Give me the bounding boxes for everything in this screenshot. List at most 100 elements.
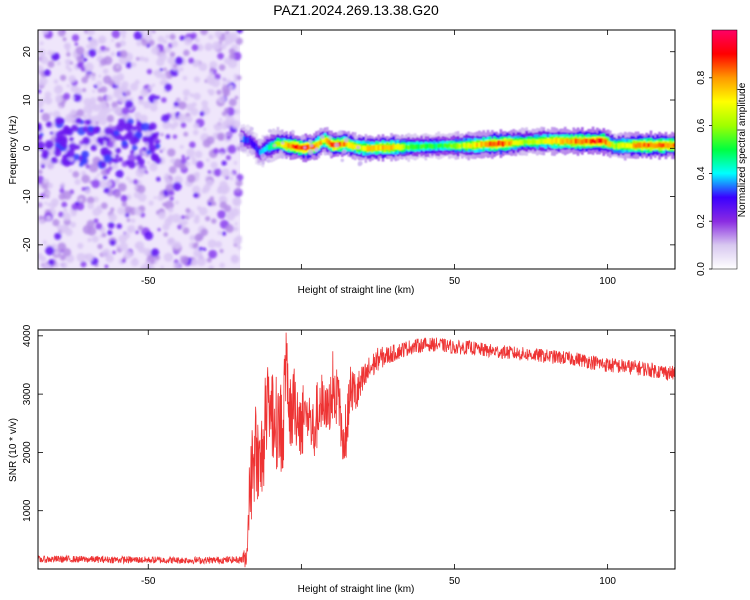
ridge-cell bbox=[619, 142, 623, 148]
spectrogram-y-axis-label: Frequency (Hz) bbox=[8, 116, 19, 185]
ridge-cell bbox=[647, 143, 651, 148]
ridge-cell bbox=[377, 145, 381, 151]
noise-blob bbox=[196, 205, 202, 211]
ridge-cell bbox=[488, 141, 492, 147]
noise-blob bbox=[201, 100, 209, 107]
ridge-cell bbox=[572, 138, 576, 144]
ridge-cell bbox=[630, 143, 634, 149]
colorbar-tick-label: 0.2 bbox=[696, 214, 707, 228]
ridge-blob bbox=[239, 136, 243, 141]
ridge-cell bbox=[276, 141, 280, 147]
snr-y-tick-label: 4000 bbox=[22, 324, 33, 347]
ridge-cell bbox=[392, 144, 396, 150]
ridge-cell bbox=[405, 144, 408, 150]
noise-blob bbox=[157, 35, 165, 43]
ridge-cell bbox=[291, 144, 295, 149]
ridge-cell bbox=[458, 143, 462, 149]
noise-blob bbox=[202, 247, 207, 251]
ridge-cell bbox=[463, 142, 466, 148]
spectrogram-y-tick-label: 20 bbox=[22, 46, 33, 58]
noise-blob bbox=[62, 248, 72, 257]
colorbar-tick-label: 0.6 bbox=[696, 118, 707, 132]
ridge-cell bbox=[546, 138, 550, 144]
noise-blob bbox=[100, 169, 107, 176]
noise-blob bbox=[167, 148, 176, 157]
snr-panel: -50 50 100 1000 2000 3000 4000 Height of stra… bbox=[8, 324, 676, 595]
noise-blob bbox=[193, 192, 199, 198]
noise-blob bbox=[90, 144, 98, 152]
noise-blob bbox=[38, 123, 43, 132]
noise-blob bbox=[137, 225, 144, 231]
ridge-cell bbox=[452, 143, 456, 149]
noise-blob bbox=[113, 129, 120, 137]
ridge-cell bbox=[501, 141, 505, 147]
noise-blob bbox=[135, 230, 139, 235]
noise-blob bbox=[233, 226, 239, 232]
noise-blob bbox=[123, 250, 133, 259]
noise-blob bbox=[135, 168, 145, 178]
ridge-cell bbox=[531, 138, 535, 145]
noise-blob bbox=[111, 30, 121, 39]
noise-blob bbox=[159, 149, 163, 153]
noise-blob bbox=[161, 97, 167, 103]
noise-blob bbox=[63, 92, 71, 100]
noise-blob bbox=[47, 60, 55, 68]
snr-series-path bbox=[38, 332, 675, 568]
spectrogram-y-tick-label: 10 bbox=[22, 94, 33, 106]
noise-blob bbox=[134, 111, 142, 119]
noise-blob bbox=[81, 174, 90, 184]
noise-blob bbox=[185, 208, 191, 213]
noise-blob bbox=[166, 216, 173, 223]
snr-y-tick-label: 1000 bbox=[22, 499, 33, 522]
ridge-cell bbox=[634, 143, 638, 149]
ridge-cell bbox=[390, 145, 393, 151]
noise-blob bbox=[97, 87, 103, 93]
noise-blob bbox=[180, 215, 186, 220]
ridge-cell bbox=[270, 142, 273, 149]
noise-blob bbox=[209, 61, 218, 70]
noise-blob bbox=[119, 242, 129, 252]
noise-blob bbox=[194, 214, 200, 220]
noise-blob bbox=[106, 94, 113, 102]
ridge-blob bbox=[314, 147, 319, 152]
noise-blob bbox=[189, 141, 196, 149]
noise-blob bbox=[75, 117, 82, 124]
noise-blob bbox=[84, 188, 91, 195]
noise-blob bbox=[206, 136, 215, 145]
noise-blob bbox=[59, 188, 65, 194]
noise-blob bbox=[143, 248, 152, 256]
noise-blob bbox=[230, 172, 234, 176]
ridge-cell bbox=[580, 139, 584, 145]
noise-blob bbox=[76, 252, 86, 262]
noise-blob bbox=[230, 254, 239, 263]
ridge-cell bbox=[246, 137, 250, 143]
noise-blob bbox=[115, 123, 125, 132]
noise-blob bbox=[41, 30, 49, 35]
noise-blob bbox=[65, 58, 72, 66]
noise-blob bbox=[140, 122, 150, 132]
spectrogram-y-tick-label: -20 bbox=[22, 237, 33, 252]
noise-blob bbox=[87, 237, 92, 243]
noise-blob bbox=[38, 89, 42, 94]
ridge-cell bbox=[325, 138, 329, 144]
ridge-cell bbox=[557, 138, 561, 144]
ridge-cell bbox=[516, 140, 520, 146]
noise-blob bbox=[124, 100, 134, 109]
noise-blob bbox=[218, 134, 225, 141]
ridge-cell bbox=[469, 143, 473, 149]
ridge-blob bbox=[266, 158, 271, 163]
ridge-cell bbox=[471, 142, 475, 148]
noise-blob bbox=[235, 37, 243, 45]
noise-blob bbox=[45, 246, 55, 256]
noise-blob bbox=[169, 51, 176, 57]
noise-blob bbox=[126, 227, 133, 233]
noise-blob bbox=[135, 208, 142, 216]
noise-blob bbox=[157, 194, 164, 201]
noise-blob bbox=[228, 98, 237, 107]
noise-blob bbox=[130, 149, 135, 155]
noise-blob bbox=[73, 93, 82, 102]
noise-blob bbox=[220, 43, 227, 50]
noise-blob bbox=[150, 248, 160, 257]
noise-blob bbox=[210, 161, 218, 169]
ridge-cell bbox=[664, 142, 668, 148]
